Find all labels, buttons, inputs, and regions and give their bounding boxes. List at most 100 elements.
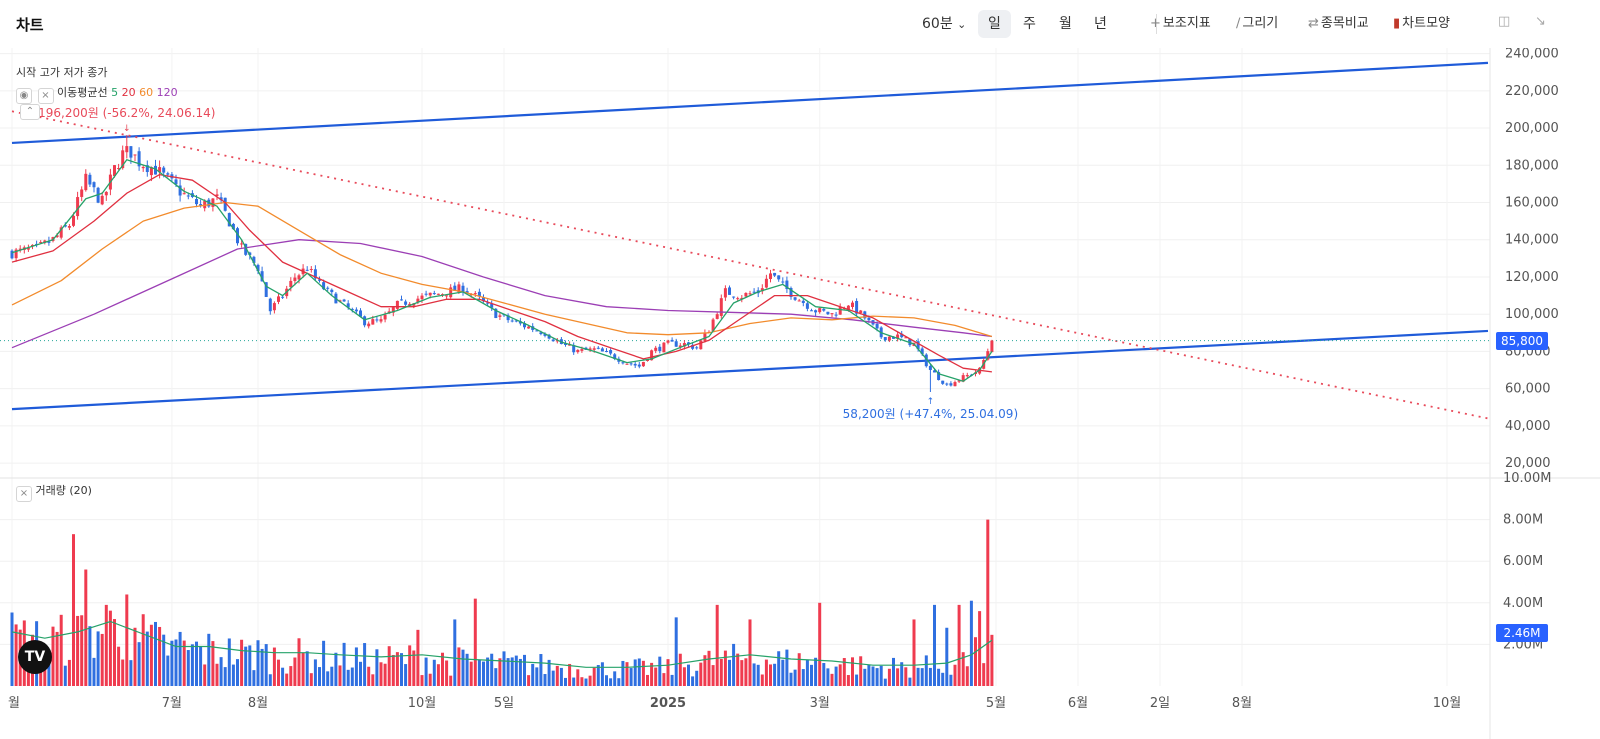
candle-body: [514, 320, 518, 322]
candle-body: [605, 351, 608, 353]
candle-body: [703, 332, 707, 341]
candle-body: [760, 288, 764, 292]
volume-bar: [588, 675, 592, 686]
period-tab-day[interactable]: 일: [978, 10, 1011, 38]
volume-tick-label: 8.00M: [1503, 513, 1543, 528]
candle-body: [236, 228, 239, 244]
candle-body: [855, 300, 859, 314]
candle-body: [264, 282, 268, 297]
candle-body: [752, 291, 756, 293]
volume-bar: [80, 615, 84, 686]
close-icon[interactable]: ×: [37, 88, 54, 104]
candle-body: [252, 256, 256, 263]
candle-body: [875, 323, 879, 329]
candle-body: [223, 197, 227, 211]
candle-body: [933, 370, 936, 373]
annotations: 196,200원 (-56.2%, 24.06.14) ↓ ↑58,200원 (+4…: [38, 106, 1018, 421]
volume-bar: [666, 659, 670, 686]
candle-body: [55, 235, 59, 237]
time-tick-label: 7월: [162, 696, 182, 711]
chart-type-button[interactable]: ▮ 차트모양: [1393, 13, 1450, 35]
candle-body: [682, 343, 686, 347]
period-tab-month[interactable]: 월: [1059, 16, 1072, 32]
volume-bar: [678, 653, 682, 686]
candle-body: [375, 319, 379, 321]
candle-body: [424, 293, 428, 295]
price-tick-label: 180,000: [1505, 158, 1559, 173]
volume-bar: [305, 651, 309, 686]
volume-bar: [117, 646, 121, 686]
candle-body: [67, 226, 71, 228]
candle-body: [744, 292, 748, 297]
volume-bar: [149, 624, 153, 686]
volume-bar: [568, 663, 572, 686]
candle-body: [539, 332, 543, 335]
volume-bar: [900, 662, 904, 686]
volume-tick-label: 10.00M: [1503, 471, 1551, 486]
time-tick-label: 3월: [810, 696, 830, 711]
volume-bar: [211, 641, 215, 686]
page-title: 차트: [16, 16, 44, 34]
volume-bar: [551, 670, 555, 686]
period-tab-week[interactable]: 주: [1023, 16, 1036, 32]
volume-bar: [170, 640, 174, 686]
candle-body: [367, 323, 371, 327]
volume-bar: [629, 668, 633, 686]
trash-icon[interactable]: ◫: [1498, 14, 1511, 29]
last-price-tag: 85,800: [1496, 332, 1548, 350]
volume-bar: [769, 664, 772, 686]
trendlines: [0, 61, 1490, 420]
draw-button[interactable]: ∕ 그리기: [1236, 13, 1278, 35]
volume-bar: [477, 659, 481, 686]
candle-body: [986, 351, 990, 360]
volume-bar: [875, 668, 879, 686]
interval-dropdown[interactable]: 60분 ⌄: [922, 13, 966, 35]
volume-bar: [752, 663, 756, 686]
volume-tick-label: 4.00M: [1503, 596, 1543, 611]
compare-button[interactable]: ⇄ 종목비교: [1308, 13, 1369, 35]
volume-bar: [834, 666, 838, 686]
eye-icon[interactable]: ◉: [16, 88, 32, 104]
candle-body: [523, 323, 526, 328]
candle-body: [240, 243, 244, 245]
volume-bar: [412, 650, 416, 686]
candle-body: [482, 297, 485, 302]
volume-bar: [137, 642, 141, 686]
volume-bar: [293, 657, 297, 686]
candle-body: [916, 341, 920, 350]
volume-bar: [670, 674, 674, 686]
trendline-lower-channel: [11, 329, 1489, 411]
volume-bar: [871, 666, 875, 686]
volume-bar: [949, 674, 953, 686]
volume-bar: [92, 657, 96, 686]
candle-body: [359, 310, 362, 317]
volume-bar: [658, 656, 662, 686]
volume-bar: [256, 640, 260, 686]
candle-body: [576, 349, 580, 353]
period-tab-year[interactable]: 년: [1094, 16, 1107, 32]
close-icon[interactable]: ×: [16, 486, 32, 502]
collapse-legend-button[interactable]: ⌃: [20, 104, 40, 120]
price-tick-label: 140,000: [1505, 233, 1559, 248]
candle-body: [572, 345, 576, 353]
volume-bar: [227, 638, 231, 686]
price-chart[interactable]: 240,000 220,000 200,000 180,000 160,000 140,0…: [0, 48, 1600, 739]
volume-bar: [195, 641, 198, 686]
volume-bar: [199, 646, 203, 686]
volume-bar: [650, 662, 654, 686]
volume-bar: [63, 665, 67, 686]
collapse-icon[interactable]: ↘: [1535, 14, 1546, 29]
ma5-line: [11, 159, 993, 382]
candle-body: [395, 300, 399, 309]
volume-bar: [621, 660, 625, 686]
volume-bar: [592, 667, 596, 686]
volume-bar: [764, 659, 768, 686]
low-arrow-icon: ↑: [927, 397, 935, 407]
candle-body: [600, 348, 604, 352]
candle-body: [141, 166, 145, 169]
candle-body: [408, 303, 412, 306]
indicator-button[interactable]: + 보조지표: [1150, 13, 1211, 35]
volume-bar: [662, 673, 666, 686]
chevron-down-icon: ⌄: [957, 18, 967, 31]
volume-bar: [637, 658, 641, 686]
